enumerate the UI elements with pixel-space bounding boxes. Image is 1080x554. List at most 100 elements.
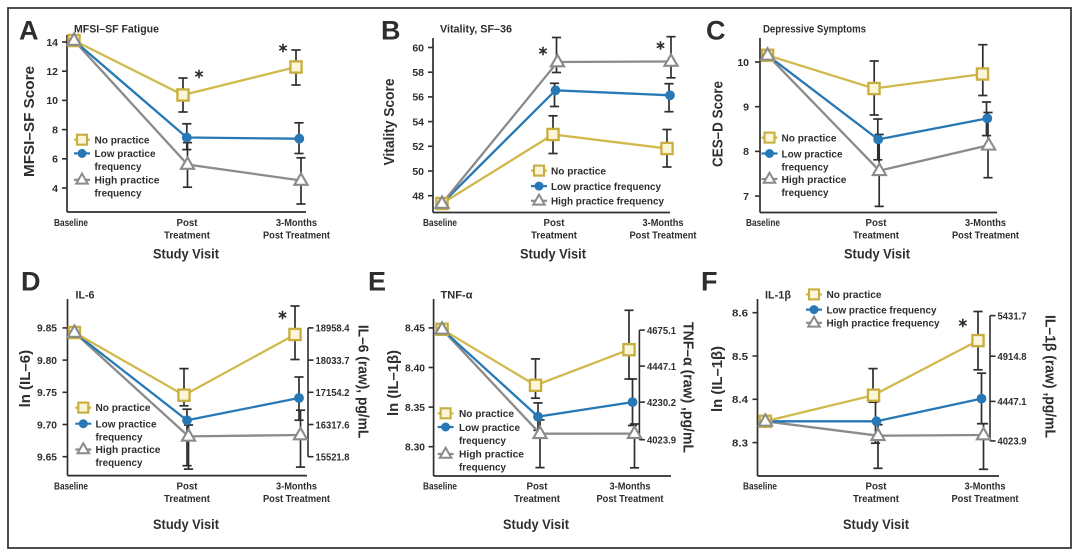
svg-text:3-Months: 3-Months bbox=[965, 481, 1006, 493]
svg-text:High practice frequency: High practice frequency bbox=[551, 196, 664, 208]
svg-text:9: 9 bbox=[743, 102, 749, 114]
svg-text:IL–1β (raw) ,pg/mL: IL–1β (raw) ,pg/mL bbox=[1041, 315, 1057, 438]
svg-text:IL-6: IL-6 bbox=[76, 290, 95, 302]
svg-text:54: 54 bbox=[412, 116, 424, 128]
svg-text:4230.2: 4230.2 bbox=[647, 397, 676, 409]
svg-text:Post Treatment: Post Treatment bbox=[597, 493, 664, 505]
svg-text:8.4: 8.4 bbox=[732, 394, 748, 406]
svg-text:No practice: No practice bbox=[96, 402, 151, 414]
svg-text:Study Visit: Study Visit bbox=[153, 246, 219, 262]
svg-text:ln (IL–6): ln (IL–6) bbox=[18, 350, 34, 408]
svg-text:Baseline: Baseline bbox=[423, 481, 457, 493]
svg-text:Post Treatment: Post Treatment bbox=[630, 230, 697, 242]
svg-text:Post: Post bbox=[177, 217, 198, 229]
svg-text:Low practice frequency: Low practice frequency bbox=[551, 181, 661, 193]
svg-text:Treatment: Treatment bbox=[164, 493, 210, 505]
svg-text:48: 48 bbox=[412, 191, 424, 203]
svg-text:10: 10 bbox=[737, 57, 749, 69]
svg-text:4914.8: 4914.8 bbox=[998, 351, 1027, 363]
svg-text:Study Visit: Study Visit bbox=[503, 516, 569, 532]
svg-text:8.3: 8.3 bbox=[732, 437, 748, 449]
svg-text:Study Visit: Study Visit bbox=[844, 246, 910, 262]
svg-text:8: 8 bbox=[52, 124, 58, 136]
svg-text:8: 8 bbox=[743, 146, 749, 158]
svg-text:No practice: No practice bbox=[782, 132, 837, 144]
svg-text:4675.1: 4675.1 bbox=[647, 325, 676, 337]
svg-text:3-Months: 3-Months bbox=[965, 217, 1006, 229]
svg-text:Post Treatment: Post Treatment bbox=[263, 230, 330, 242]
svg-text:Low practice frequency: Low practice frequency bbox=[827, 304, 937, 316]
svg-text:frequency: frequency bbox=[96, 431, 143, 443]
svg-text:7: 7 bbox=[743, 191, 749, 203]
svg-text:16317.6: 16317.6 bbox=[316, 419, 350, 431]
svg-text:Treatment: Treatment bbox=[853, 493, 899, 505]
svg-text:9.70: 9.70 bbox=[37, 419, 57, 431]
svg-text:High practice: High practice bbox=[95, 174, 160, 186]
svg-text:8.45: 8.45 bbox=[405, 323, 425, 335]
svg-text:Treatment: Treatment bbox=[514, 493, 560, 505]
svg-text:Vitality Score: Vitality Score bbox=[382, 79, 398, 166]
svg-text:5431.7: 5431.7 bbox=[998, 310, 1027, 322]
svg-text:High practice: High practice bbox=[96, 444, 161, 456]
svg-text:CES–D Score: CES–D Score bbox=[710, 81, 726, 167]
svg-text:Post: Post bbox=[866, 217, 887, 229]
svg-text:Baseline: Baseline bbox=[423, 217, 457, 229]
svg-text:MFSI–SF Fatigue: MFSI–SF Fatigue bbox=[74, 24, 159, 36]
svg-text:Vitality, SF–36: Vitality, SF–36 bbox=[440, 24, 512, 36]
svg-text:9.85: 9.85 bbox=[37, 323, 57, 335]
svg-text:4: 4 bbox=[52, 183, 58, 195]
svg-text:IL-1β: IL-1β bbox=[765, 290, 791, 302]
svg-text:Study Visit: Study Visit bbox=[153, 516, 219, 532]
svg-text:10: 10 bbox=[46, 95, 58, 107]
svg-text:8.6: 8.6 bbox=[732, 308, 748, 320]
svg-text:56: 56 bbox=[412, 92, 424, 104]
svg-text:ln (IL–1β): ln (IL–1β) bbox=[386, 350, 402, 416]
svg-text:4447.1: 4447.1 bbox=[647, 361, 676, 373]
svg-text:Post Treatment: Post Treatment bbox=[952, 493, 1019, 505]
svg-text:Post: Post bbox=[177, 481, 198, 493]
svg-text:frequency: frequency bbox=[782, 161, 829, 173]
svg-text:frequency: frequency bbox=[459, 462, 506, 474]
svg-text:High practice: High practice bbox=[782, 174, 847, 186]
svg-text:Study Visit: Study Visit bbox=[843, 516, 909, 532]
svg-text:Low practice: Low practice bbox=[782, 148, 843, 160]
svg-text:12: 12 bbox=[46, 66, 58, 78]
svg-text:Study Visit: Study Visit bbox=[520, 246, 586, 262]
svg-text:TNF-α: TNF-α bbox=[441, 290, 473, 302]
svg-text:No practice: No practice bbox=[827, 289, 882, 301]
svg-text:frequency: frequency bbox=[95, 161, 142, 173]
svg-text:TNF–α (raw) ,pg/mL: TNF–α (raw) ,pg/mL bbox=[680, 322, 696, 453]
svg-text:4023.9: 4023.9 bbox=[647, 435, 676, 447]
svg-text:frequency: frequency bbox=[782, 187, 829, 199]
svg-text:4447.1: 4447.1 bbox=[998, 396, 1027, 408]
svg-text:17154.2: 17154.2 bbox=[316, 387, 350, 399]
svg-text:3-Months: 3-Months bbox=[276, 217, 317, 229]
svg-text:Baseline: Baseline bbox=[743, 481, 777, 493]
svg-text:15521.8: 15521.8 bbox=[316, 452, 350, 464]
svg-text:9.75: 9.75 bbox=[37, 387, 57, 399]
svg-text:4023.9: 4023.9 bbox=[998, 436, 1027, 448]
svg-text:Treatment: Treatment bbox=[164, 230, 210, 242]
svg-text:frequency: frequency bbox=[459, 435, 506, 447]
svg-text:High practice: High practice bbox=[459, 449, 524, 461]
svg-text:High practice frequency: High practice frequency bbox=[827, 318, 940, 330]
svg-text:Post Treatment: Post Treatment bbox=[952, 230, 1019, 242]
svg-text:Baseline: Baseline bbox=[54, 481, 88, 493]
svg-text:Post: Post bbox=[866, 481, 887, 493]
svg-text:No practice: No practice bbox=[551, 165, 606, 177]
svg-text:6: 6 bbox=[52, 154, 58, 166]
svg-text:Treatment: Treatment bbox=[531, 230, 577, 242]
svg-text:Post: Post bbox=[544, 217, 565, 229]
svg-text:8.35: 8.35 bbox=[405, 402, 425, 414]
svg-text:Post: Post bbox=[527, 481, 548, 493]
svg-text:Low practice: Low practice bbox=[459, 422, 520, 434]
svg-text:3-Months: 3-Months bbox=[610, 481, 651, 493]
svg-text:60: 60 bbox=[412, 42, 424, 54]
svg-text:ln (IL–1β): ln (IL–1β) bbox=[710, 346, 726, 412]
svg-text:9.65: 9.65 bbox=[37, 452, 57, 464]
svg-text:8.5: 8.5 bbox=[732, 351, 748, 363]
svg-text:F: F bbox=[701, 267, 718, 297]
svg-text:MFSI–SF Score: MFSI–SF Score bbox=[22, 66, 38, 177]
svg-text:8.30: 8.30 bbox=[405, 442, 425, 454]
svg-text:frequency: frequency bbox=[96, 457, 143, 469]
